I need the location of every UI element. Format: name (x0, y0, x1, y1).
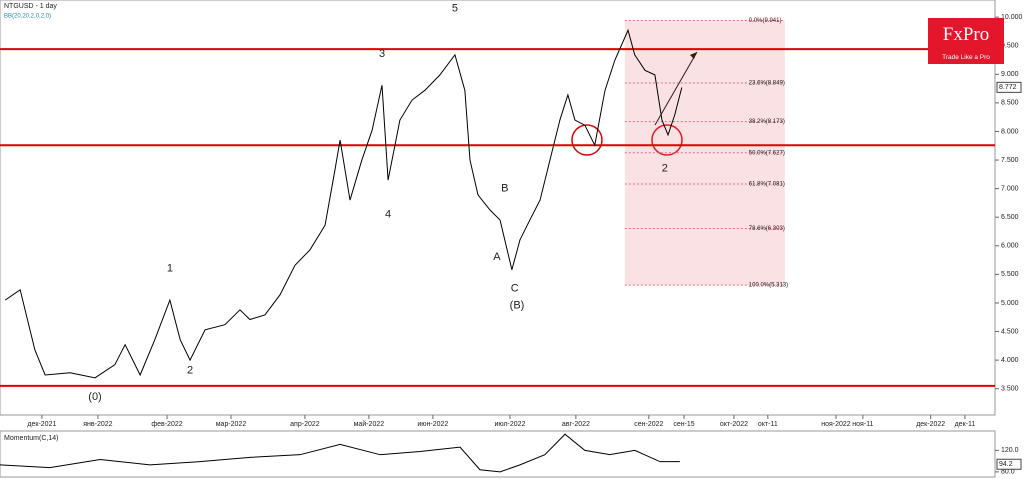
x-tick-label: апр-2022 (290, 421, 320, 428)
fib-label: 61.8%(7.081) (749, 182, 785, 188)
y-tick-label: 8.500 (1001, 100, 1019, 107)
fib-label: 78.6%(6.303) (749, 226, 785, 232)
x-tick-label: июн-2022 (417, 421, 448, 428)
y-tick-label: 9.000 (1001, 71, 1019, 78)
x-tick-label: окт-11 (758, 421, 778, 428)
y-tick-label: 6.000 (1001, 243, 1019, 250)
y-tick-label: 4.000 (1001, 357, 1019, 364)
wave-label: 2 (187, 364, 193, 376)
forecast-arrow (654, 51, 698, 126)
wave-label: 4 (385, 208, 391, 220)
fib-label: 0.0%(9.941) (749, 18, 782, 24)
x-tick-label: фев-2022 (151, 421, 182, 428)
momentum-frame (0, 430, 996, 478)
x-tick-label: ноя-2022 (821, 421, 851, 428)
last-value-label: 8.772 (999, 84, 1017, 91)
wave-label: 2 (662, 163, 668, 175)
y-tick-label: 10.000 (1001, 14, 1023, 21)
chart-title: NTGUSD - 1 day (4, 3, 57, 10)
brand-tagline: Trade Like a Pro (942, 54, 990, 61)
last-value-box (996, 458, 1022, 470)
y-tick-label: 7.000 (1001, 185, 1019, 192)
last-value-label: 94.2 (999, 461, 1013, 468)
wave-label: 3 (379, 48, 385, 60)
plot-frame (0, 0, 996, 416)
y-tick-label: 5.000 (1001, 300, 1019, 307)
indicator-label: BB(20,20,2,0,2,0) (4, 14, 51, 20)
price-line (0, 433, 680, 473)
x-tick-label: дек-11 (955, 421, 976, 428)
x-tick-label: авг-2022 (562, 421, 590, 428)
highlight-circle (651, 124, 683, 156)
wave-label: B (501, 183, 508, 195)
x-tick-label: сен-2022 (634, 421, 663, 428)
x-tick-label: янв-2022 (83, 421, 112, 428)
y-tick-label: 4.500 (1001, 328, 1019, 335)
x-tick-label: сен-15 (673, 421, 694, 428)
fib-label: 50.0%(7.627) (749, 150, 785, 156)
y-tick-label: 7.500 (1001, 157, 1019, 164)
x-tick-label: ноя-11 (852, 421, 873, 428)
x-tick-label: дек-2022 (916, 421, 945, 428)
fib-label: 38.2%(8.173) (749, 119, 785, 125)
wave-label: C (511, 283, 519, 295)
arrow-head (690, 52, 697, 59)
fib-label: 23.6%(8.849) (749, 81, 785, 87)
wave-label: (B) (510, 300, 525, 312)
x-tick-label: мар-2022 (216, 421, 247, 428)
x-tick-label: дек-2021 (27, 421, 56, 428)
y-tick-label: 80.0 (1001, 469, 1015, 476)
wave-label: A (493, 251, 501, 263)
wave-label: 1 (167, 263, 173, 275)
y-tick-label: 9.500 (1001, 43, 1019, 50)
x-tick-label: окт-2022 (720, 421, 748, 428)
highlight-circle (571, 124, 603, 156)
x-tick-label: июл-2022 (494, 421, 525, 428)
fib-label: 100.0%(5.313) (749, 283, 788, 289)
y-tick-label: 3.500 (1001, 386, 1019, 393)
wave-label: 5 (452, 2, 458, 14)
y-tick-label: 5.500 (1001, 271, 1019, 278)
last-value-box (996, 81, 1022, 93)
y-tick-label: 6.500 (1001, 214, 1019, 221)
y-tick-label: 120.0 (1001, 447, 1019, 454)
price-line (4, 28, 683, 379)
wave-label: (0) (88, 391, 101, 403)
brand-logo: FxPro Trade Like a Pro (928, 18, 1004, 64)
brand-name: FxPro (942, 24, 990, 45)
x-tick-label: май-2022 (354, 420, 385, 428)
momentum-title: Momentum(C,14) (4, 435, 58, 442)
y-tick-label: 8.000 (1001, 128, 1019, 135)
